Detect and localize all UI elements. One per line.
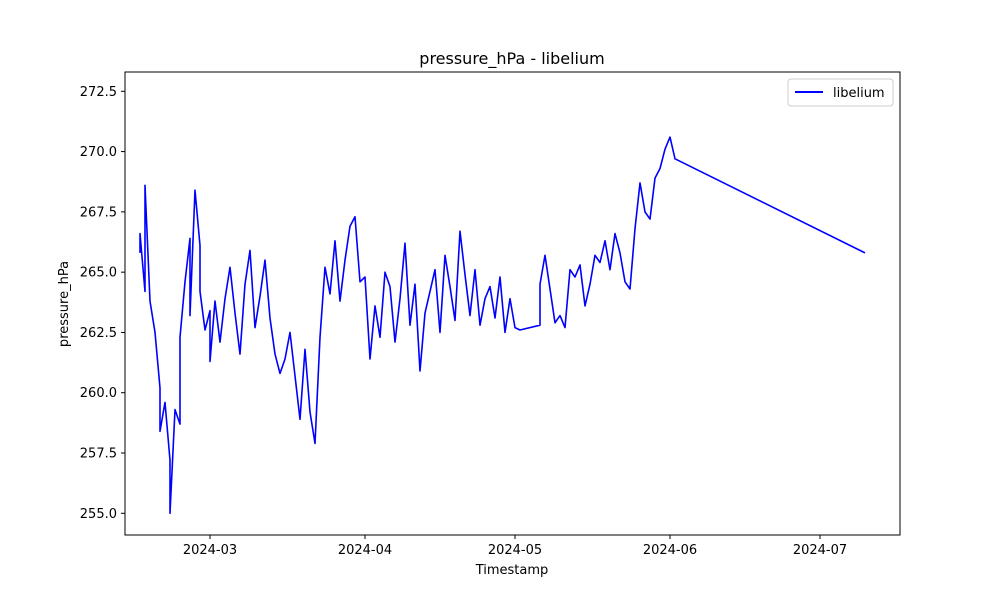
x-tick-label: 2024-03 (183, 543, 237, 558)
y-tick-label: 265.0 (80, 266, 117, 281)
y-tick-label: 270.0 (80, 145, 117, 160)
x-axis: 2024-03 2024-04 2024-05 2024-06 2024-07 (183, 535, 847, 558)
y-tick-label: 255.0 (80, 507, 117, 522)
y-tick-label: 272.5 (80, 85, 117, 100)
x-tick-label: 2024-07 (793, 543, 847, 558)
series-line-libelium (139, 136, 866, 515)
x-tick-label: 2024-05 (488, 543, 542, 558)
x-tick-label: 2024-06 (643, 543, 697, 558)
y-axis: 255.0 257.5 260.0 262.5 265.0 267.5 270.0 272.5 (80, 85, 125, 522)
legend-label: libelium (833, 86, 885, 101)
y-axis-label: pressure_hPa (57, 261, 72, 347)
plot-area (124, 71, 901, 536)
y-tick-label: 267.5 (80, 205, 117, 220)
chart-title: pressure_hPa - libelium (419, 49, 604, 69)
y-tick-label: 260.0 (80, 386, 117, 401)
axes-frame (124, 71, 901, 536)
legend: libelium (787, 78, 894, 107)
y-tick-label: 262.5 (80, 326, 117, 341)
legend-box (787, 78, 894, 107)
x-tick-label: 2024-04 (338, 543, 392, 558)
y-tick-label: 257.5 (80, 447, 117, 462)
series-layer (139, 136, 866, 515)
x-axis-label: Timestamp (475, 563, 549, 578)
